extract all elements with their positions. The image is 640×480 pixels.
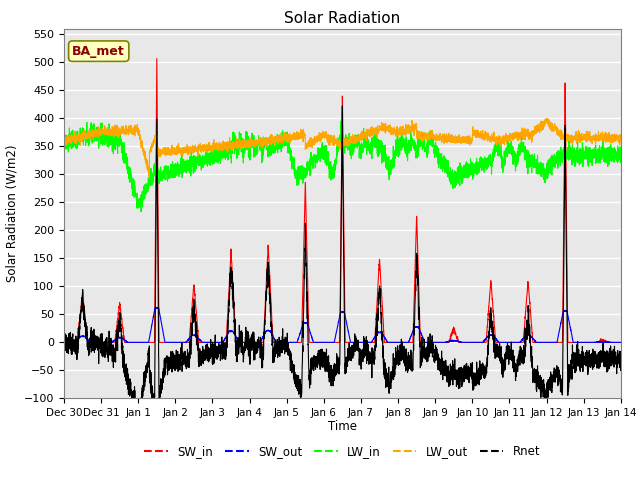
SW_in (616, 339, 624, 345)
Text: BA_met: BA_met (72, 45, 125, 58)
LW_in (322, 143, 330, 149)
SW_out (161, 336, 168, 341)
Rnet (339, 103, 346, 109)
SW_in (499, 339, 507, 345)
SW_out (616, 339, 624, 345)
LW_out (322, 132, 330, 138)
SW_in (436, 339, 444, 345)
SW_out (322, 339, 330, 345)
SW_in (153, 56, 161, 61)
LW_out (543, 116, 551, 121)
SW_out (467, 339, 475, 345)
LW_out (145, 175, 153, 181)
SW_in (322, 339, 330, 345)
SW_in (467, 339, 475, 345)
SW_out (436, 339, 444, 345)
SW_out (60, 339, 68, 345)
X-axis label: Time: Time (328, 420, 357, 432)
Line: Rnet: Rnet (64, 106, 621, 424)
Line: LW_out: LW_out (64, 119, 621, 178)
Rnet (436, 357, 444, 363)
SW_in (60, 339, 68, 345)
LW_in (468, 161, 476, 167)
Title: Solar Radiation: Solar Radiation (284, 11, 401, 26)
Line: LW_in: LW_in (64, 120, 621, 212)
LW_in (338, 118, 346, 123)
SW_in (617, 339, 625, 345)
LW_in (161, 170, 168, 176)
Rnet (161, 364, 168, 370)
SW_out (155, 305, 163, 311)
LW_out (60, 138, 68, 144)
LW_in (436, 151, 444, 157)
Line: SW_in: SW_in (64, 59, 621, 342)
LW_out (467, 141, 475, 147)
Rnet (617, 364, 625, 370)
Legend: SW_in, SW_out, LW_in, LW_out, Rnet: SW_in, SW_out, LW_in, LW_out, Rnet (140, 440, 545, 463)
Line: SW_out: SW_out (64, 308, 621, 342)
Y-axis label: Solar Radiation (W/m2): Solar Radiation (W/m2) (5, 145, 19, 282)
LW_out (616, 138, 624, 144)
Rnet (499, 365, 507, 371)
SW_out (499, 339, 507, 345)
SW_out (617, 339, 625, 345)
LW_in (137, 209, 145, 215)
LW_in (617, 155, 625, 160)
LW_in (616, 153, 624, 159)
LW_in (60, 126, 68, 132)
SW_in (161, 339, 168, 345)
Rnet (468, 361, 476, 367)
Rnet (616, 355, 624, 360)
LW_out (617, 132, 625, 138)
Rnet (60, 330, 68, 336)
Rnet (322, 350, 330, 356)
Rnet (133, 421, 141, 427)
LW_out (436, 136, 444, 142)
LW_in (499, 160, 507, 166)
LW_out (161, 149, 168, 155)
LW_out (499, 133, 507, 139)
